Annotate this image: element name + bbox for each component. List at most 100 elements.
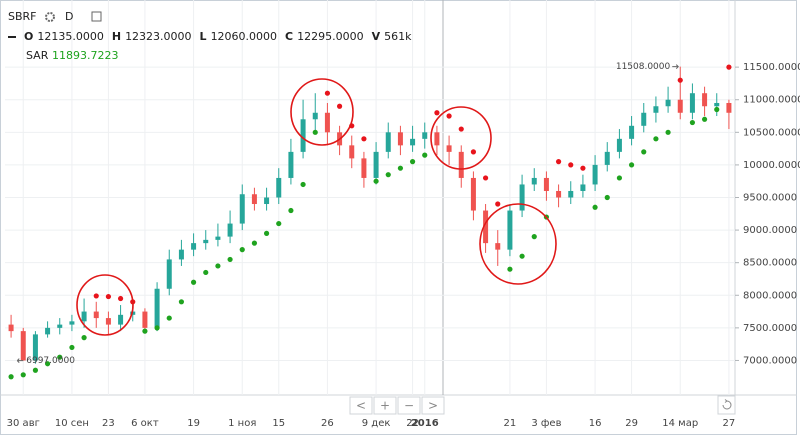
- candle-body: [69, 321, 75, 325]
- candle-body: [154, 288, 160, 328]
- x-tick-label: 30 авг: [7, 418, 40, 429]
- sar-dot: [117, 295, 124, 302]
- sar-dot: [336, 103, 343, 109]
- sar-dot: [458, 126, 464, 132]
- legend-value: 12323.0000: [125, 30, 191, 43]
- candle-body: [665, 99, 671, 107]
- sar-dot: [81, 335, 87, 341]
- frame: [0, 0, 797, 435]
- candle-body: [592, 164, 598, 185]
- compare-icon[interactable]: [91, 11, 102, 22]
- x-tick-label: 27: [723, 418, 736, 429]
- x-tick-label: 9 дек: [362, 418, 391, 429]
- candle-body: [629, 125, 635, 139]
- reset-button[interactable]: [717, 395, 736, 415]
- nav-button[interactable]: [373, 396, 397, 415]
- x-tick-label: 19: [187, 418, 200, 429]
- sar-dot: [689, 119, 696, 126]
- candle-body: [616, 138, 622, 152]
- candle-body: [288, 151, 294, 178]
- nav-button-label[interactable]: −: [404, 399, 414, 413]
- symbol: SBRF: [8, 10, 37, 23]
- candle-body: [178, 249, 184, 260]
- candle-body: [470, 177, 476, 211]
- nav-button[interactable]: [349, 396, 373, 415]
- legend-key: O: [24, 30, 33, 43]
- legend-value: 12060.0000: [211, 30, 277, 43]
- candle-body: [519, 184, 525, 211]
- y-tick-label: 11500.0000: [743, 62, 800, 73]
- candle-body: [251, 194, 257, 205]
- x-tick-label: 29: [625, 418, 638, 429]
- candle-body: [191, 243, 197, 250]
- candle-body: [227, 223, 233, 237]
- sar-dot: [32, 367, 39, 373]
- candle-body: [458, 151, 464, 178]
- candle-body: [580, 184, 586, 191]
- sar-dot: [616, 175, 623, 181]
- candle-body: [142, 311, 148, 328]
- sar-dot: [227, 256, 233, 263]
- candle-body: [32, 334, 38, 361]
- candle-body: [264, 197, 270, 205]
- candle-body: [45, 327, 51, 335]
- sar-dot: [239, 247, 245, 253]
- candle-body: [422, 132, 428, 139]
- highlight-circle: [76, 274, 134, 336]
- nav-button-label[interactable]: <: [356, 399, 366, 413]
- settings-icon[interactable]: [45, 12, 55, 22]
- x-tick-label: 1 ноя: [228, 418, 256, 429]
- sar-dot: [726, 64, 732, 70]
- candle-body: [8, 324, 14, 332]
- sar-dot: [361, 136, 367, 142]
- candle-body: [531, 177, 537, 185]
- sar-dot: [203, 269, 209, 276]
- candle-body: [677, 99, 683, 113]
- sar-dot: [665, 129, 671, 135]
- annotation-arrow: [16, 358, 24, 364]
- candle-body: [641, 112, 647, 126]
- sar-dot: [422, 152, 428, 158]
- sar-dot: [69, 344, 75, 351]
- candle-body: [410, 138, 416, 146]
- sar-dot: [701, 116, 708, 122]
- nav-button[interactable]: [397, 396, 421, 415]
- x-tick-label: 23: [102, 418, 115, 429]
- sar-value: 11893.7223: [52, 49, 118, 62]
- y-tick-label: 11000.0000: [743, 95, 800, 106]
- interval[interactable]: D: [65, 10, 73, 23]
- nav-button-label[interactable]: >: [428, 399, 438, 413]
- sar-dot: [178, 299, 185, 305]
- candle-body: [543, 177, 549, 191]
- sar-dot: [154, 325, 160, 331]
- candle-body: [215, 236, 221, 240]
- candle-body: [434, 132, 440, 146]
- y-tick-label: 10000.0000: [743, 160, 800, 171]
- sar-dot: [653, 136, 659, 142]
- annotation-arrow: [672, 64, 679, 69]
- sar-dot: [93, 293, 99, 299]
- legend-key: V: [372, 30, 381, 43]
- sar-dot: [166, 315, 172, 321]
- candle-body: [653, 106, 659, 113]
- sar-dot: [714, 106, 720, 113]
- legend-key: H: [112, 30, 121, 43]
- candle-body: [604, 151, 610, 165]
- sar-dot: [641, 149, 647, 155]
- sar-dot: [288, 207, 294, 214]
- candle-body: [105, 318, 111, 325]
- nav-button-label[interactable]: +: [380, 399, 390, 413]
- candle-body: [726, 102, 732, 113]
- sar-dot: [20, 372, 26, 378]
- candle-body: [714, 102, 720, 107]
- legend-key: C: [285, 30, 293, 43]
- sar-dot: [592, 204, 598, 210]
- candle-body: [397, 132, 403, 146]
- candle-body: [118, 314, 124, 325]
- nav-button[interactable]: [421, 396, 445, 415]
- sar-dot: [555, 159, 562, 165]
- candle-body: [702, 93, 708, 107]
- sar-dot: [385, 172, 391, 178]
- legend-value: 12135.0000: [37, 30, 103, 43]
- highlight-circle: [479, 203, 557, 285]
